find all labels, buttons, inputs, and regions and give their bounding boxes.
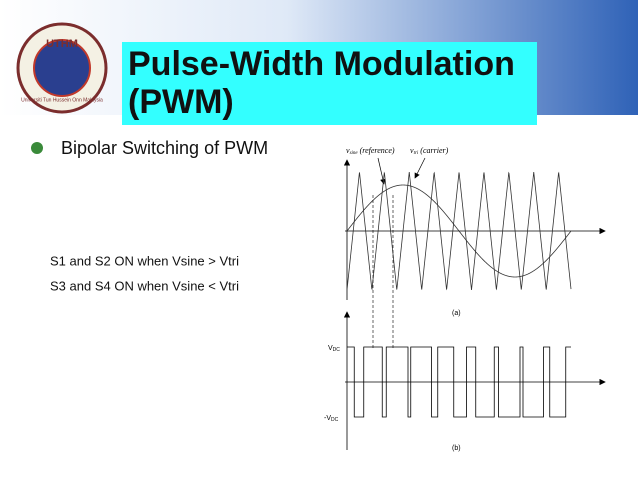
carrier-wave bbox=[346, 171, 572, 291]
title-box bbox=[122, 42, 537, 125]
condition: S1 and S2 ON when Vsine > Vtri bbox=[50, 253, 239, 268]
logo-center bbox=[33, 39, 91, 97]
neg-vdc-label: -VDC bbox=[324, 415, 339, 423]
pwm-output bbox=[347, 346, 571, 418]
logo-acronym: UTHM bbox=[46, 38, 78, 50]
waveforms bbox=[346, 171, 572, 418]
title-line: (PWM) bbox=[128, 83, 234, 121]
bullet-text: Bipolar Switching of PWM bbox=[61, 138, 268, 158]
carrier-label: vtri (carrier) bbox=[410, 146, 449, 156]
title-line: Pulse-Width Modulation bbox=[128, 45, 515, 83]
caption: (a) bbox=[452, 310, 461, 317]
reference-wave bbox=[346, 184, 572, 278]
caption: (b) bbox=[452, 445, 461, 452]
condition: S3 and S4 ON when Vsine < Vtri bbox=[50, 278, 239, 293]
label-arrow bbox=[414, 157, 426, 179]
reference-label: vsine (reference) bbox=[346, 146, 395, 156]
vdc-label: VDC bbox=[328, 345, 340, 353]
bullet-icon bbox=[31, 142, 43, 154]
label-arrow bbox=[377, 157, 386, 185]
logo-name: Universiti Tun Hussein Onn Malaysia bbox=[21, 97, 103, 103]
